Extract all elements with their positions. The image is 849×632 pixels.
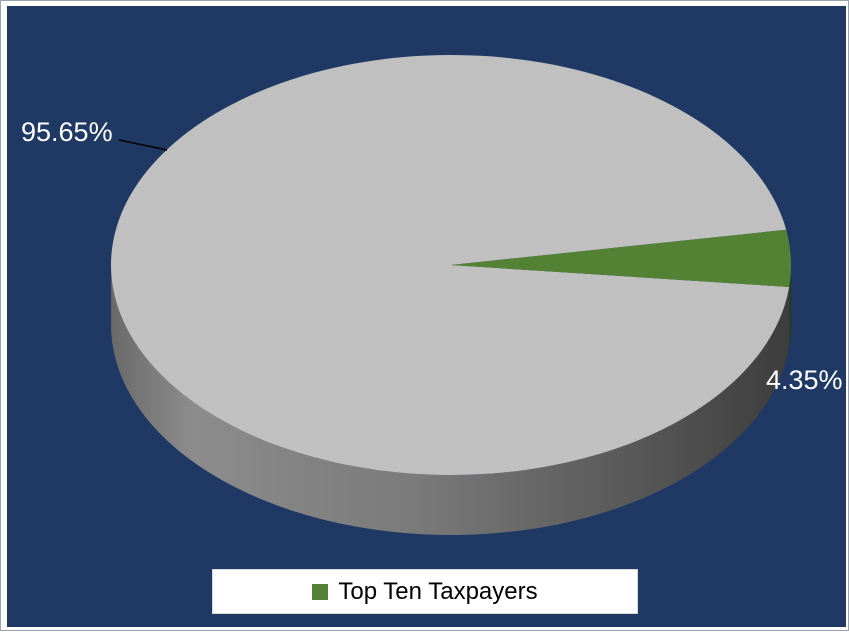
legend-swatch-top-ten-taxpayers xyxy=(312,583,329,600)
legend: Top Ten Taxpayers xyxy=(212,569,638,614)
leader-line xyxy=(118,139,168,151)
pie-slice-large-slice xyxy=(111,55,790,476)
data-label-large-slice: 95.65% xyxy=(21,117,113,147)
pie-side-large-slice xyxy=(111,271,790,535)
pie-slice-top-ten-taxpayers xyxy=(451,229,792,287)
pie-side-top-ten-taxpayers xyxy=(789,265,791,347)
data-label-top-ten-taxpayers: 4.35% xyxy=(766,365,843,395)
pie-side-walls xyxy=(111,265,791,535)
legend-label-top-ten-taxpayers: Top Ten Taxpayers xyxy=(338,577,538,605)
pie-top-face xyxy=(111,55,792,476)
